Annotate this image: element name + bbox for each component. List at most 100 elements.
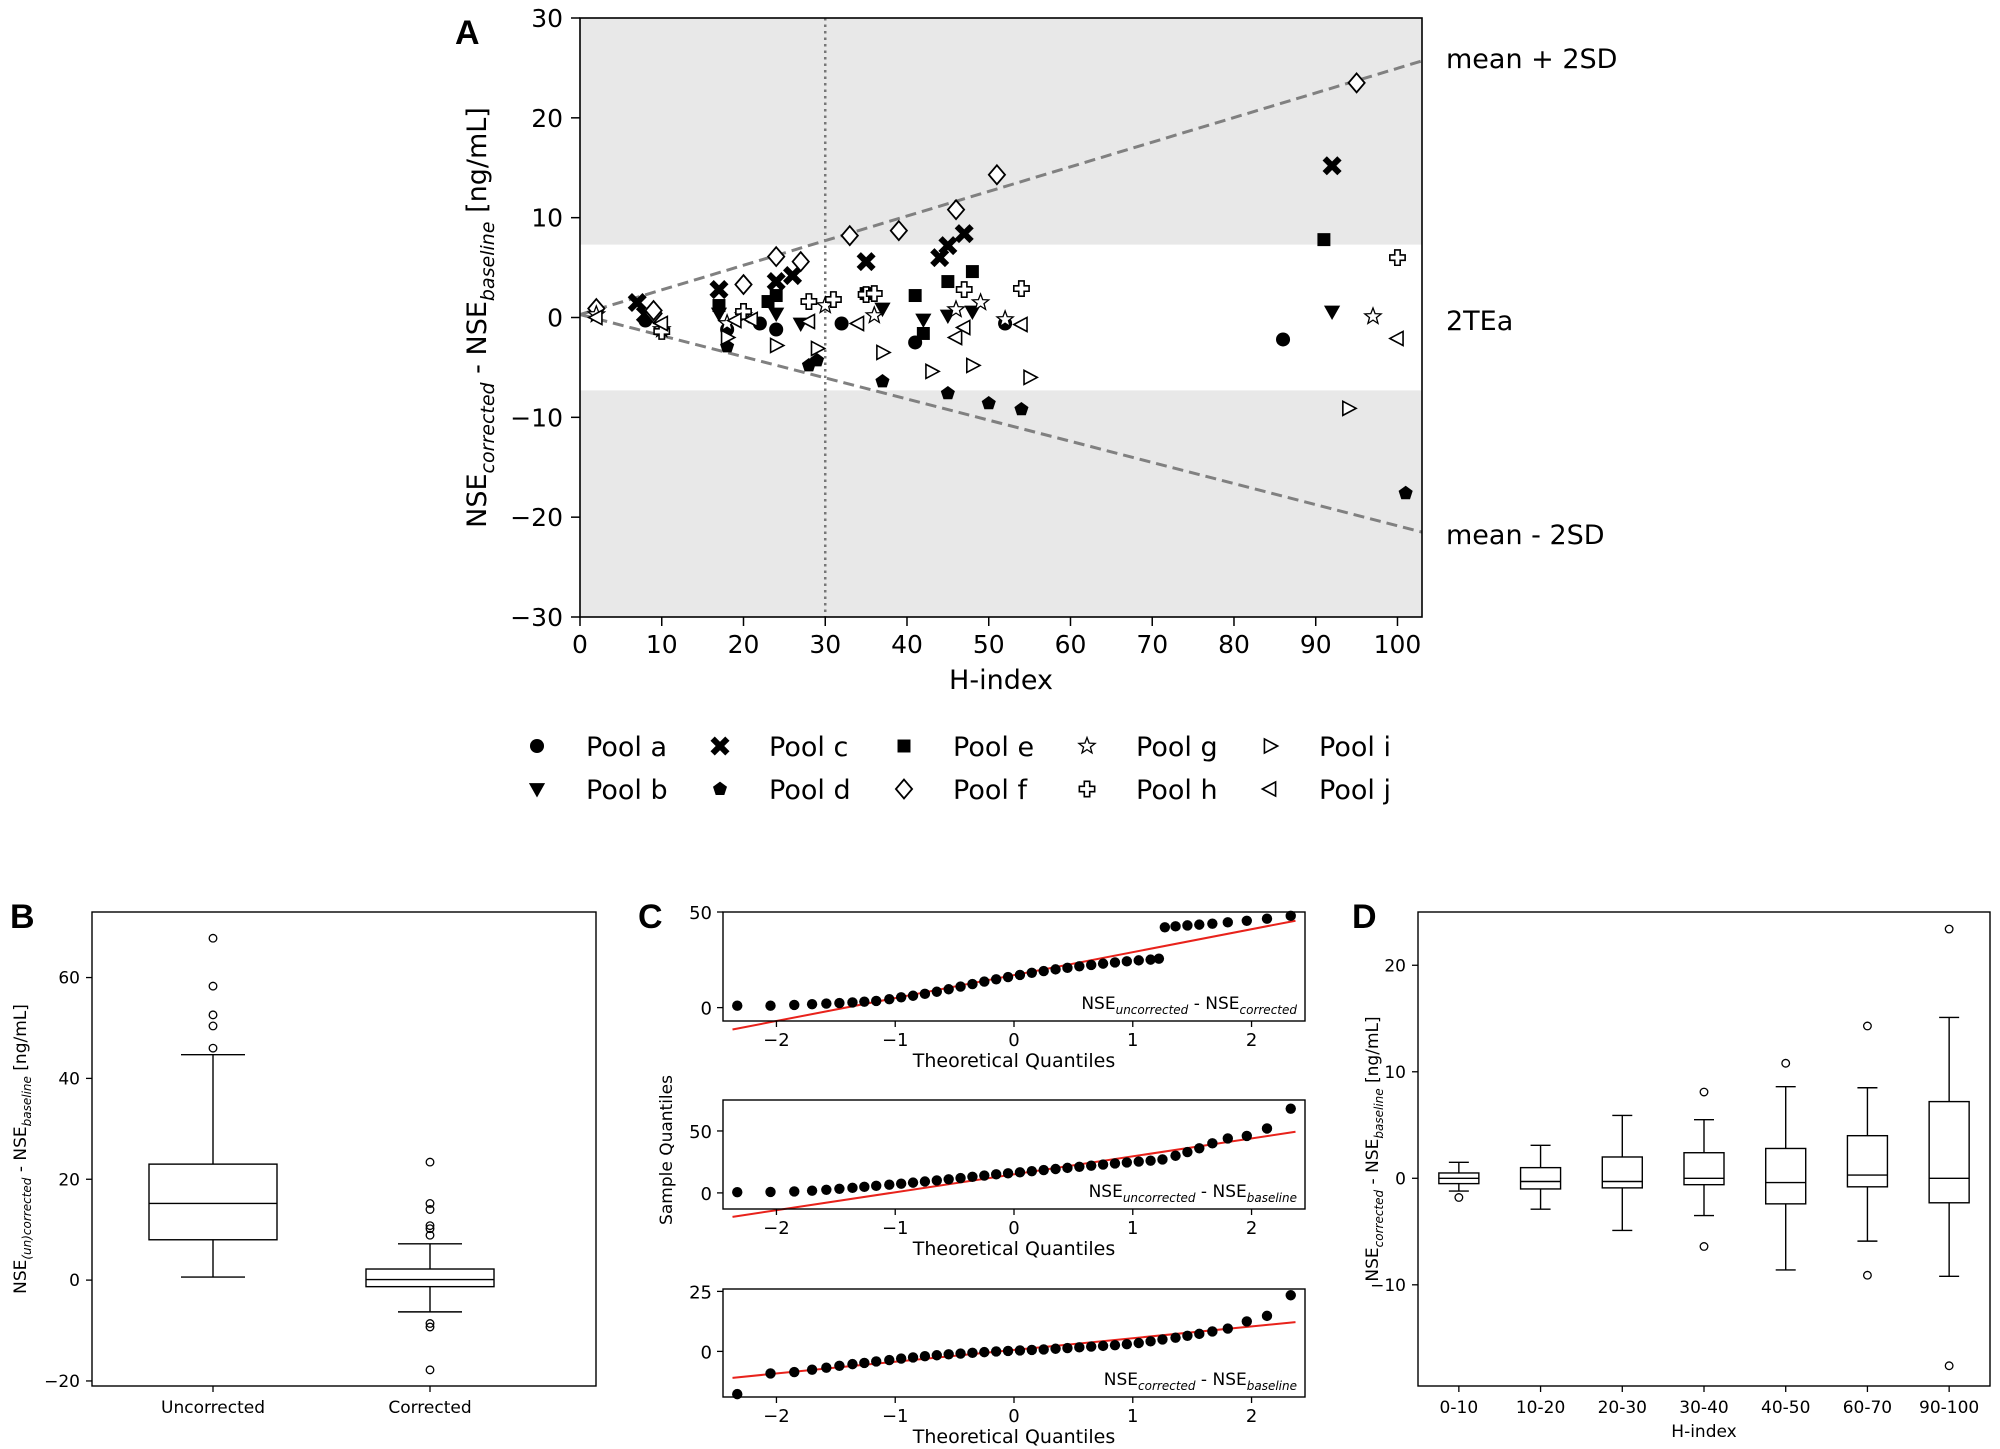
- box-20-30: [1601, 1114, 1643, 1232]
- x-tick-label: −1: [882, 1218, 909, 1239]
- qq-annotation-part: corrected: [1138, 1379, 1196, 1393]
- x-tick-label: 10-20: [1516, 1398, 1565, 1418]
- iqr-box: [1601, 1156, 1643, 1189]
- panel-letter-a: A: [455, 14, 480, 52]
- qq-point: [967, 1171, 978, 1182]
- iqr-box: [1519, 1166, 1562, 1190]
- y-axis-label-part: - NSE: [462, 301, 493, 382]
- qq-point: [1026, 1166, 1038, 1177]
- x-tick-label: Uncorrected: [161, 1398, 265, 1418]
- data-point: [768, 307, 785, 323]
- qq-point: [859, 1181, 870, 1193]
- data-point: [1322, 156, 1342, 176]
- data-point: [865, 285, 883, 302]
- qq-point: [1002, 1345, 1014, 1357]
- y-tick-label: 0: [69, 1271, 80, 1291]
- panel-b-boxplot: Uncorrected Corrected −20 0 20 40 60 NSE(un)cor…: [11, 911, 597, 1418]
- qq-point: [1285, 1103, 1296, 1114]
- qq-point: [990, 1346, 1002, 1357]
- y-tick-label: −30: [510, 603, 563, 632]
- qq-subplot-1: −2 −1 0 1 2 0 50 Theoretical Quantiles NSEuncorr…: [689, 903, 1306, 1072]
- panel-d-boxplot: 0-10 10-20 20-30 30-40 40-50 60-70 90-100 −10 0 1…: [1363, 911, 1991, 1442]
- y-tick-label: −20: [44, 1372, 80, 1392]
- legend-entry: Pool c: [710, 732, 848, 763]
- qq-annotation-part: NSE: [1089, 1182, 1123, 1202]
- qq-point: [1109, 1339, 1121, 1351]
- y-axis-label-part: NSE: [11, 1260, 31, 1294]
- y-axis-label: NSE(un)corrected - NSEbaseline [ng/mL]: [11, 1004, 34, 1294]
- outlier-point: [425, 1319, 435, 1328]
- x-tick-label: Corrected: [388, 1398, 471, 1418]
- outlier-point: [1781, 1058, 1791, 1068]
- qq-point: [955, 1348, 966, 1359]
- qq-point: [919, 1176, 931, 1187]
- data-point: [915, 313, 932, 329]
- y-axis-label-part: NSE: [462, 473, 493, 527]
- x-tick-label: −2: [763, 1218, 790, 1239]
- data-point: [987, 163, 1007, 186]
- qq-point: [859, 996, 870, 1007]
- box-uncorrected: [148, 933, 278, 1278]
- qq-point: [1050, 1163, 1061, 1175]
- data-point: [742, 311, 759, 328]
- qq-point: [1097, 958, 1109, 969]
- y-axis-label-part: (un)corrected: [20, 1177, 34, 1259]
- qq-point: [979, 1346, 990, 1358]
- x-tick-label: 0: [1008, 1406, 1019, 1427]
- qq-subplot-2: −2 −1 0 1 2 0 50 Theoretical Quantiles NSEuncorr…: [689, 1099, 1306, 1260]
- y-tick-label: 20: [1384, 956, 1406, 976]
- panel-letter-d: D: [1352, 898, 1377, 936]
- outlier-point: [1862, 1021, 1872, 1031]
- outlier-point: [425, 1322, 435, 1332]
- x-tick-label: 60-70: [1843, 1398, 1892, 1418]
- qq-point: [1182, 920, 1193, 931]
- qq-point: [990, 974, 1002, 985]
- x-tick-label: 1: [1127, 1406, 1138, 1427]
- panel-a-scatter: 0 10 20 30 40 50 60 70 80 90 100 −30 −20 −10 0 10 20 30 H-…: [462, 4, 1617, 806]
- data-point: [954, 319, 971, 336]
- data-point: [824, 291, 842, 308]
- y-axis-label: NSEcorrected - NSEbaseline [ng/mL]: [1363, 1016, 1386, 1281]
- qq-point: [789, 1366, 800, 1378]
- x-tick-label: 0-10: [1440, 1398, 1479, 1418]
- qq-point: [806, 1185, 818, 1196]
- data-point: [1276, 332, 1291, 347]
- qq-point: [931, 1175, 942, 1186]
- y-tick-label: 0: [701, 1342, 712, 1363]
- y-axis-label: Sample Quantiles: [657, 1075, 677, 1225]
- outlier-point: [425, 1205, 435, 1214]
- data-point: [1398, 485, 1413, 500]
- qq-point: [1285, 910, 1296, 922]
- qq-annotation-part: NSE: [1081, 994, 1115, 1014]
- data-point: [712, 299, 726, 312]
- x-tick-label: 40-50: [1761, 1398, 1810, 1418]
- data-point: [766, 272, 786, 292]
- y-tick-label: 30: [531, 4, 563, 33]
- qq-subplot-3: −2 −1 0 1 2 0 25 Theoretical Quantiles NSEcorrec…: [689, 1282, 1306, 1448]
- data-point: [889, 219, 909, 242]
- qq-point: [1207, 918, 1218, 929]
- box-corrected: [365, 1157, 495, 1375]
- series-pool-d: [720, 339, 1413, 500]
- data-point: [940, 386, 955, 400]
- x-tick-label: −1: [882, 1030, 909, 1051]
- data-point: [1012, 280, 1030, 297]
- y-axis-label-part: baseline: [20, 1076, 34, 1126]
- legend-label: Pool d: [769, 775, 851, 806]
- data-point-stroke: [783, 266, 803, 286]
- y-axis-label-part: [ng/mL]: [462, 107, 493, 221]
- panel-letter-b: B: [10, 898, 35, 936]
- x-tick-label: 90: [1300, 630, 1332, 659]
- x-tick-label: −2: [763, 1406, 790, 1427]
- y-tick-label: 10: [531, 204, 563, 233]
- outlier-point: [1699, 1087, 1709, 1097]
- qq-point: [884, 1179, 895, 1190]
- y-axis-label-part: [ng/mL]: [1363, 1016, 1383, 1088]
- outlier-point: [425, 1224, 435, 1234]
- legend-label: Pool i: [1319, 732, 1391, 763]
- outlier-point: [425, 1365, 435, 1375]
- legend-marker: [894, 778, 914, 800]
- data-point: [1389, 249, 1406, 267]
- y-tick-label: 50: [689, 903, 712, 924]
